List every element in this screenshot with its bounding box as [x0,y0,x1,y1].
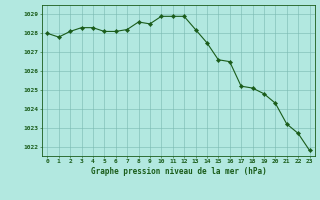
X-axis label: Graphe pression niveau de la mer (hPa): Graphe pression niveau de la mer (hPa) [91,167,266,176]
